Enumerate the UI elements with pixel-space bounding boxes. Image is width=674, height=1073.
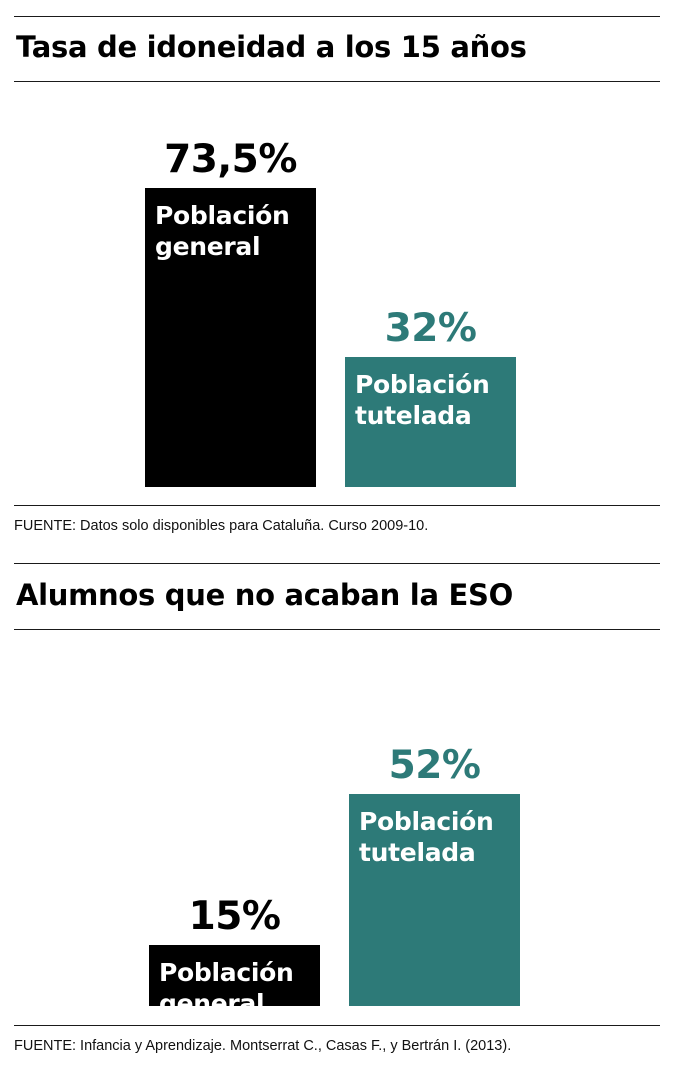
chart-2-title: Alumnos que no acaban la ESO: [16, 578, 513, 612]
title-rule-2: [14, 629, 660, 630]
bar-label-general: Población general: [159, 957, 294, 1018]
title-rule-1: [14, 81, 660, 82]
chart-1-source: FUENTE: Datos solo disponibles para Cata…: [14, 518, 429, 534]
chart-2-plot: Población general 15% Población tutelada 5…: [149, 743, 520, 1018]
bar-poblacion-general: Población general: [145, 187, 316, 487]
top-rule: [14, 16, 660, 17]
chart-2-source: FUENTE: Infancia y Aprendizaje. Montserr…: [14, 1038, 512, 1054]
bar-poblacion-tutelada: Población tutelada: [349, 794, 520, 1006]
chart-1-title: Tasa de idoneidad a los 15 años: [16, 30, 527, 64]
chart-1-plot: Población general 73,5% Población tutelada…: [0, 0, 674, 490]
value-label-general: 15%: [188, 893, 281, 939]
bar-label-tutelada: Población tutelada: [359, 807, 494, 868]
bar-poblacion-general: Población general: [149, 944, 320, 1018]
bar-poblacion-tutelada: Población tutelada: [345, 356, 516, 487]
value-label-general: 73,5%: [164, 136, 297, 182]
baseline-rule-1: [14, 505, 660, 506]
value-label-tutelada: 32%: [384, 305, 477, 351]
value-label-tutelada: 52%: [388, 743, 481, 789]
bar-label-general: Población general: [155, 200, 290, 261]
section-rule-2: [14, 563, 660, 564]
bar-label-tutelada: Población tutelada: [355, 369, 490, 430]
baseline-rule-2: [14, 1025, 660, 1026]
